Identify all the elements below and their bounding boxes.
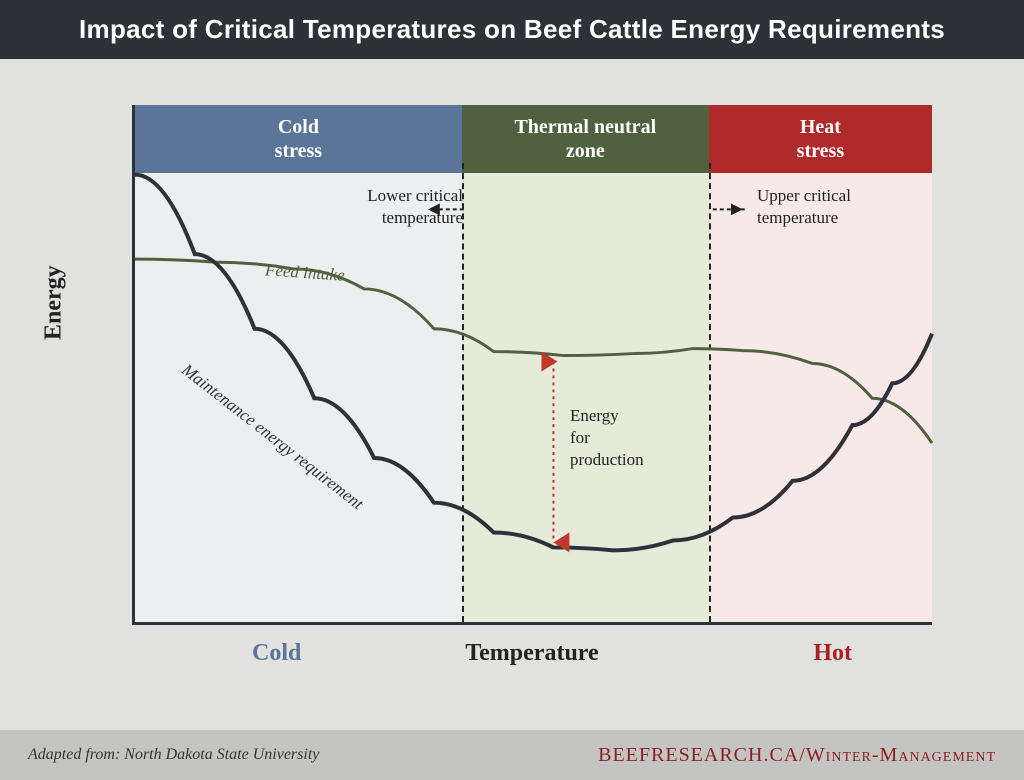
curves-svg xyxy=(135,105,932,622)
upper-critical-label: Upper critical temperature xyxy=(757,185,851,229)
page-title: Impact of Critical Temperatures on Beef … xyxy=(0,0,1024,59)
y-axis-label: Energy xyxy=(41,265,68,340)
x-axis-label: Temperature xyxy=(132,640,932,667)
x-hot-label: Hot xyxy=(813,640,852,667)
footer-attribution: Adapted from: North Dakota State Univers… xyxy=(28,746,319,764)
chart-container: Energy Cold stress Thermal neutral zone … xyxy=(62,80,962,700)
energy-production-label: Energy for production xyxy=(570,405,644,471)
plot-area: Cold stress Thermal neutral zone Heat st… xyxy=(132,105,932,625)
footer-url: BEEFRESEARCH.CA/Winter-Management xyxy=(598,744,996,767)
footer: Adapted from: North Dakota State Univers… xyxy=(0,730,1024,780)
lower-critical-label: Lower critical temperature xyxy=(313,185,463,229)
